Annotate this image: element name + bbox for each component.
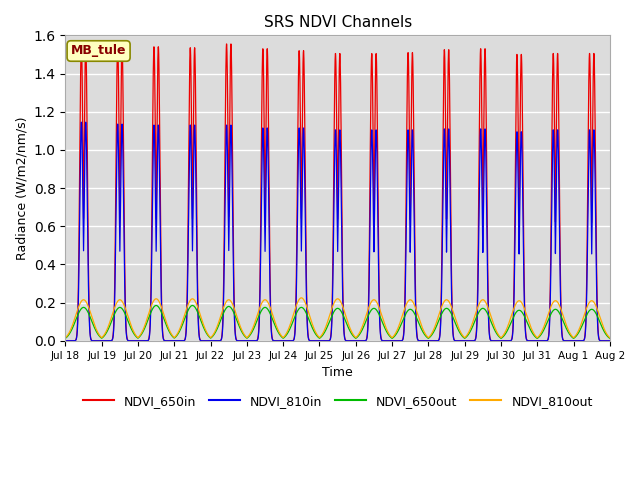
NDVI_810in [172, 338, 180, 344]
NDVI_810out [413, 309, 420, 314]
NDVI_650out [152, 302, 160, 308]
Y-axis label: Radiance (W/m2/nm/s): Radiance (W/m2/nm/s) [15, 116, 28, 260]
Text: MB_tule: MB_tule [71, 45, 126, 58]
NDVI_650in [413, 329, 420, 335]
Legend: NDVI_650in, NDVI_810in, NDVI_650out, NDVI_810out: NDVI_650in, NDVI_810in, NDVI_650out, NDV… [77, 390, 598, 413]
NDVI_810out [298, 295, 305, 301]
NDVI_810out [172, 333, 180, 338]
NDVI_650in [61, 338, 69, 344]
Line: NDVI_650out: NDVI_650out [65, 305, 610, 338]
NDVI_810out [61, 335, 69, 341]
NDVI_650out [533, 336, 541, 341]
NDVI_650in [266, 206, 273, 212]
NDVI_650in [606, 338, 614, 344]
NDVI_650out [490, 326, 498, 332]
NDVI_650in [178, 338, 186, 344]
NDVI_650in [604, 338, 612, 344]
Line: NDVI_810out: NDVI_810out [65, 298, 610, 338]
NDVI_650out [61, 336, 69, 341]
NDVI_810out [178, 321, 186, 326]
NDVI_810in [178, 338, 186, 344]
NDVI_810out [490, 323, 498, 328]
NDVI_650in [172, 338, 180, 344]
NDVI_810in [61, 338, 69, 344]
NDVI_650in [77, 41, 85, 47]
NDVI_650out [606, 336, 614, 341]
NDVI_810in [604, 338, 612, 344]
NDVI_810in [490, 338, 498, 344]
Line: NDVI_810in: NDVI_810in [65, 122, 610, 341]
NDVI_650in [490, 338, 498, 344]
NDVI_650out [172, 334, 180, 339]
NDVI_810in [606, 338, 614, 344]
NDVI_810out [266, 302, 273, 308]
NDVI_810out [606, 335, 614, 341]
NDVI_810out [604, 333, 612, 339]
Title: SRS NDVI Channels: SRS NDVI Channels [264, 15, 412, 30]
NDVI_810in [266, 242, 273, 248]
Line: NDVI_650in: NDVI_650in [65, 44, 610, 341]
NDVI_650out [604, 334, 612, 340]
NDVI_650out [266, 309, 273, 315]
NDVI_650out [413, 315, 420, 321]
NDVI_810in [413, 332, 420, 337]
NDVI_810in [77, 120, 85, 125]
X-axis label: Time: Time [323, 366, 353, 379]
NDVI_650out [178, 323, 186, 329]
